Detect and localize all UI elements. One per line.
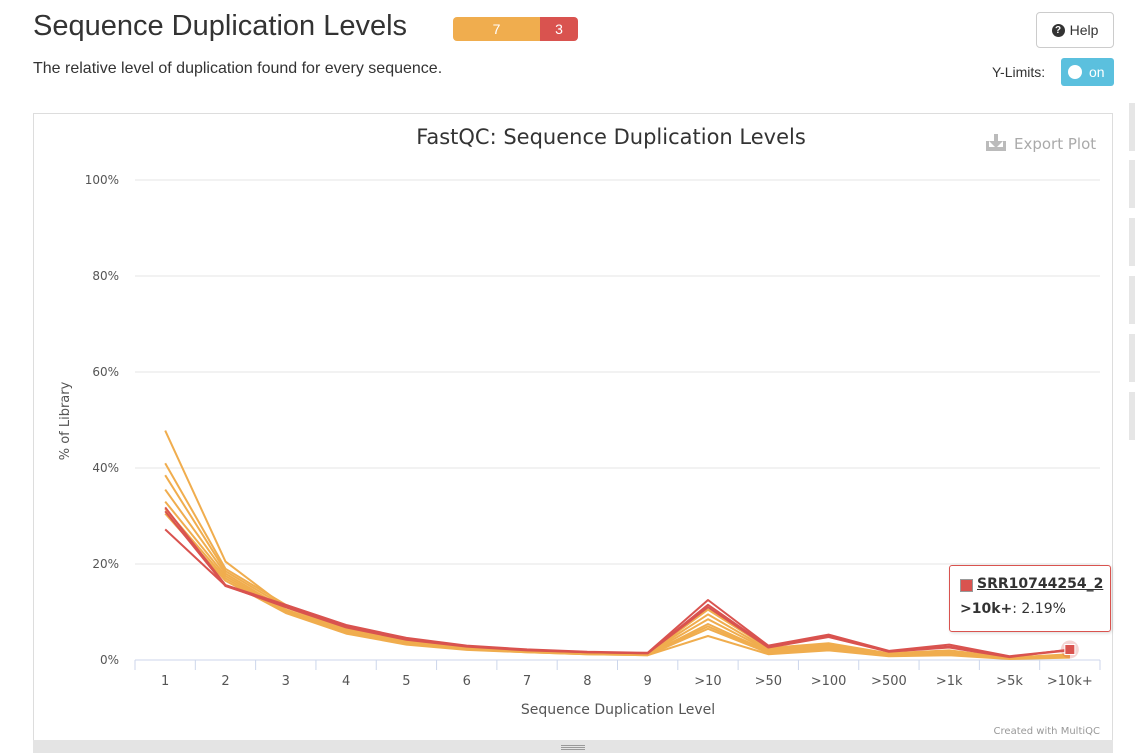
side-panel-edge (1129, 218, 1135, 266)
help-button[interactable]: ? Help (1036, 12, 1114, 48)
export-plot-button[interactable]: Export Plot (986, 134, 1096, 153)
series-line (164, 508, 1070, 660)
series-line (164, 430, 1070, 660)
x-tick-label: 6 (463, 674, 471, 689)
series-line (164, 528, 1070, 659)
chart-tooltip: SRR10744254_2 >10k+: 2.19% (949, 565, 1111, 632)
y-tick-label: 0% (100, 653, 119, 667)
x-tick-label: >10k+ (1047, 674, 1093, 689)
section-description: The relative level of duplication found … (33, 60, 443, 77)
side-panel-edge (1129, 276, 1135, 324)
y-tick-label: 60% (92, 365, 119, 379)
tooltip-value: : 2.19% (1012, 601, 1066, 617)
x-tick-label: >5k (996, 674, 1023, 689)
x-tick-label: >500 (871, 674, 907, 689)
series-line (164, 474, 1070, 660)
credit-text: Created with MultiQC (994, 726, 1100, 737)
download-icon (986, 134, 1006, 151)
x-tick-label: 7 (523, 674, 531, 689)
y-axis-label: % of Library (58, 381, 73, 460)
help-button-label: Help (1069, 22, 1099, 38)
x-tick-label: >50 (755, 674, 782, 689)
y-tick-label: 20% (92, 557, 119, 571)
y-tick-label: 80% (92, 269, 119, 283)
x-tick-label: 9 (644, 674, 652, 689)
ylimits-toggle[interactable]: on (1061, 58, 1114, 86)
x-axis-label: Sequence Duplication Level (521, 702, 715, 718)
chart-title: FastQC: Sequence Duplication Levels (416, 125, 806, 149)
grip-icon (561, 745, 585, 746)
plot-resize-handle[interactable] (33, 740, 1113, 753)
x-tick-label: >100 (811, 674, 847, 689)
series-line (164, 500, 1070, 660)
status-fail-count[interactable]: 3 (540, 17, 578, 41)
page-title: Sequence Duplication Levels (33, 10, 408, 42)
export-plot-label: Export Plot (1014, 135, 1096, 153)
side-panel-edge (1129, 160, 1135, 208)
tooltip-value-line: >10k+: 2.19% (960, 601, 1066, 617)
series-line (164, 462, 1070, 659)
x-tick-label: 4 (342, 674, 350, 689)
side-panel-edge (1129, 103, 1135, 151)
tooltip-sample-name: SRR10744254_2 (977, 576, 1104, 592)
series-line (164, 510, 1070, 658)
question-circle-icon: ? (1051, 23, 1065, 37)
series-line (164, 506, 1070, 658)
x-tick-label: >1k (936, 674, 963, 689)
status-bar[interactable]: 7 3 (453, 17, 578, 41)
ylimits-toggle-label: on (1089, 64, 1105, 80)
ylimits-label: Y-Limits: (992, 64, 1046, 80)
x-tick-label: 3 (282, 674, 290, 689)
tooltip-swatch (960, 579, 973, 592)
series-line (164, 489, 1070, 660)
side-panel-edge (1129, 392, 1135, 440)
x-tick-label: 2 (221, 674, 229, 689)
y-tick-label: 40% (92, 461, 119, 475)
x-tick-label: 5 (402, 674, 410, 689)
tooltip-category: >10k+ (960, 601, 1013, 617)
hover-marker (1064, 643, 1076, 655)
x-tick-label: >10 (694, 674, 721, 689)
x-tick-label: 1 (161, 674, 169, 689)
x-tick-label: 8 (583, 674, 591, 689)
status-warn-count[interactable]: 7 (453, 17, 540, 41)
series-line (164, 512, 1070, 660)
toggle-knob (1068, 65, 1082, 79)
side-panel-edge (1129, 334, 1135, 382)
y-tick-label: 100% (85, 173, 119, 187)
